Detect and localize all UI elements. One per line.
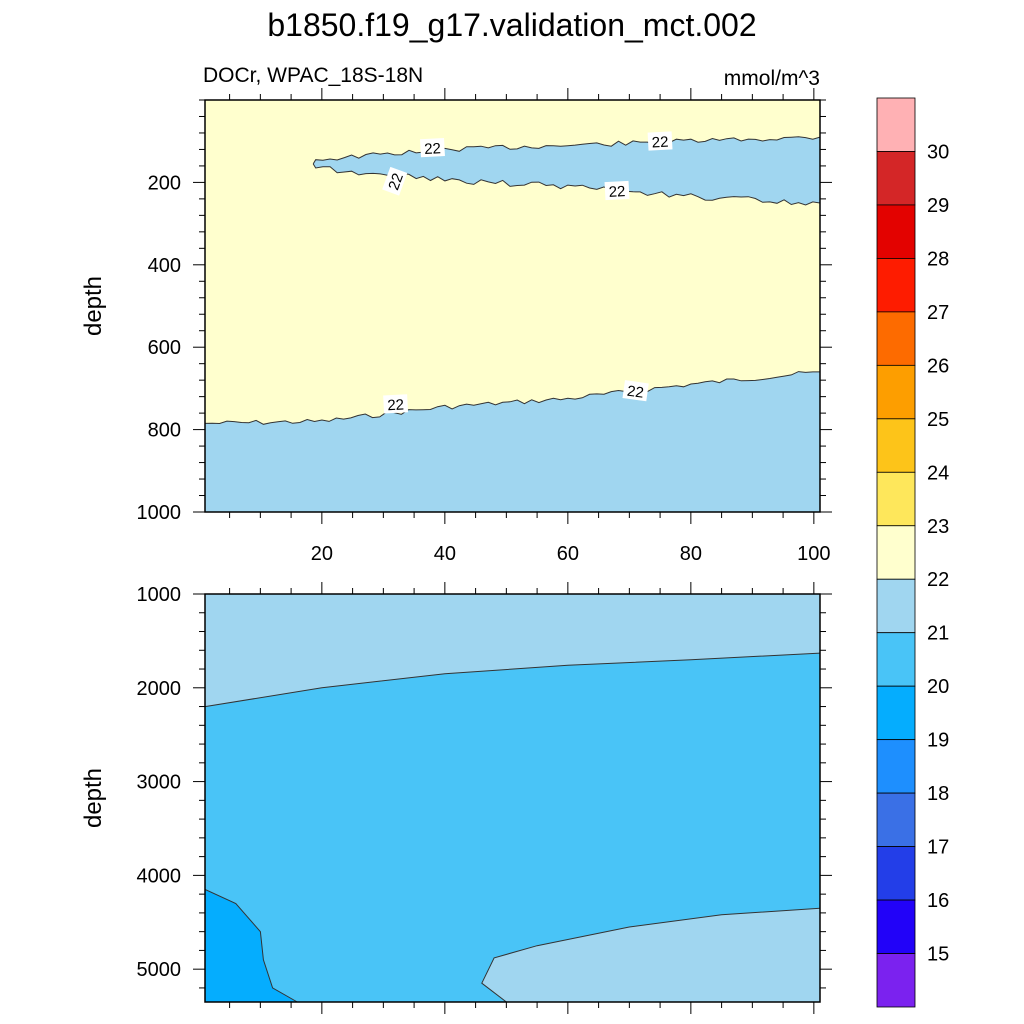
colorbar-label: 19 [927,730,949,752]
y-tick-label: 600 [148,337,181,359]
colorbar-swatch [876,953,916,1008]
x-tick-label: 80 [680,543,702,565]
colorbar-label: 30 [927,141,949,163]
colorbar-label: 24 [927,462,949,484]
colorbar-label: 26 [927,355,949,377]
colorbar-swatch [876,846,916,901]
colorbar-label: 22 [927,569,949,591]
colorbar-swatch [876,258,916,313]
y-tick-label: 1000 [137,502,182,524]
upper-ylabel: depth [80,276,107,336]
upper-panel-frame [204,99,821,513]
contour-20-bottom [204,888,298,1003]
colorbar-label: 27 [927,302,949,324]
colorbar: 15 16 17 18 19 20 21 22 23 24 25 26 27 28 29 30 [876,97,949,1008]
contour-label-bg [604,180,630,201]
upper-panel-ticks: 20 40 60 80 100 200 400 600 800 1000 [137,88,832,565]
colorbar-label: 29 [927,195,949,217]
upper-panel: 22 22 22 22 22 22 20 40 60 80 100 200 400 600 800 1000… [80,88,832,565]
y-tick-label: 2000 [137,678,182,700]
colorbar-swatch [876,739,916,794]
colorbar-swatch [876,471,916,527]
colorbar-label: 20 [927,676,949,698]
colorbar-swatch [876,899,916,954]
contour-21-upper [204,652,821,708]
contour-label-text: 22 [626,383,645,402]
lower-panel-contours [204,652,821,1003]
y-tick-label: 200 [148,172,181,194]
colorbar-swatch [876,204,916,259]
lower-panel-frame [204,593,821,1003]
colorbar-swatch [876,578,916,634]
y-tick-label: 800 [148,420,181,442]
colorbar-swatch [876,311,916,366]
region-deep [205,371,820,512]
contour-label: 22 [382,166,408,196]
contour-label-text: 22 [608,183,626,201]
x-tick-label: 100 [797,543,830,565]
colorbar-swatch [876,525,916,580]
contour-label: 22 [622,380,649,402]
colorbar-swatch [876,685,916,741]
lower-panel: 1000 2000 3000 4000 5000 depth [80,582,832,1014]
y-tick-label: 400 [148,255,181,277]
contour-label-bg [383,394,409,414]
region-bottom-right [481,908,820,1002]
colorbar-swatch [876,632,916,687]
contour-label-text: 22 [651,134,669,152]
lower-panel-fill [205,594,820,1002]
contour-22-deep [204,371,820,425]
contour-label-text: 22 [424,140,442,158]
y-tick-label: 1000 [137,584,182,606]
colorbar-label: 18 [927,783,949,805]
contour-label: 22 [604,180,630,201]
contour-label: 22 [420,138,445,158]
contour-label: 22 [647,131,673,152]
lower-panel-ticks: 1000 2000 3000 4000 5000 [137,582,832,1014]
colorbar-label: 25 [927,409,949,431]
colorbar-swatch [876,364,916,420]
colorbar-label: 17 [927,837,949,859]
contour-label-bg [382,166,408,196]
contour-label-bg [647,131,673,151]
x-tick-label: 40 [434,543,456,565]
upper-panel-fill [205,100,820,512]
x-tick-label: 20 [311,543,333,565]
contour-label-bg [622,380,649,402]
contour-21-bottom [481,907,821,1003]
region-upper [205,594,820,707]
contour-label-text: 22 [385,171,407,192]
contour-label-text: 22 [387,396,405,414]
lower-ylabel: depth [80,768,107,828]
colorbar-label: 28 [927,248,949,270]
x-tick-label: 60 [557,543,579,565]
contour-label: 22 [383,394,409,414]
colorbar-swatch [876,792,916,847]
chart-title: b1850.f19_g17.validation_mct.002 [267,7,756,43]
colorbar-label: 23 [927,516,949,538]
upper-panel-contour-labels: 22 22 22 22 22 22 [382,131,673,414]
colorbar-label: 15 [927,944,949,966]
y-tick-label: 3000 [137,772,182,794]
colorbar-swatch [876,97,916,152]
region-bottom-left [205,889,298,1002]
variable-label: DOCr, WPAC_18S-18N [203,64,423,87]
colorbar-swatch [876,418,916,473]
y-tick-label: 5000 [137,959,182,981]
contour-22-tongue-upper [312,136,821,165]
colorbar-label: 21 [927,623,949,645]
y-tick-label: 4000 [137,865,182,887]
colorbar-label: 16 [927,890,949,912]
contour-label-bg [420,138,445,158]
colorbar-swatch [876,151,916,206]
units-label: mmol/m^3 [724,67,820,90]
